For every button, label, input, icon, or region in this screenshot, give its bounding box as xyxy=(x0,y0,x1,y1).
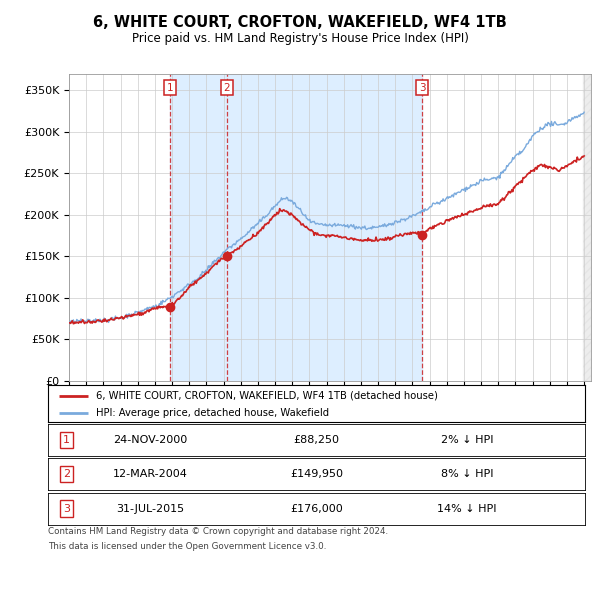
Text: 6, WHITE COURT, CROFTON, WAKEFIELD, WF4 1TB: 6, WHITE COURT, CROFTON, WAKEFIELD, WF4 … xyxy=(93,15,507,30)
Text: 12-MAR-2004: 12-MAR-2004 xyxy=(113,470,187,479)
Text: £176,000: £176,000 xyxy=(290,504,343,513)
Text: This data is licensed under the Open Government Licence v3.0.: This data is licensed under the Open Gov… xyxy=(48,542,326,551)
Text: Contains HM Land Registry data © Crown copyright and database right 2024.: Contains HM Land Registry data © Crown c… xyxy=(48,527,388,536)
Text: 6, WHITE COURT, CROFTON, WAKEFIELD, WF4 1TB (detached house): 6, WHITE COURT, CROFTON, WAKEFIELD, WF4 … xyxy=(97,391,438,401)
Text: 1: 1 xyxy=(167,83,173,93)
Text: 24-NOV-2000: 24-NOV-2000 xyxy=(113,435,187,445)
Text: 31-JUL-2015: 31-JUL-2015 xyxy=(116,504,184,513)
Text: 3: 3 xyxy=(63,504,70,513)
Text: Price paid vs. HM Land Registry's House Price Index (HPI): Price paid vs. HM Land Registry's House … xyxy=(131,32,469,45)
Text: 2: 2 xyxy=(224,83,230,93)
Text: £149,950: £149,950 xyxy=(290,470,343,479)
Bar xyxy=(170,74,227,381)
Bar xyxy=(227,74,422,381)
Bar xyxy=(583,74,591,381)
Text: HPI: Average price, detached house, Wakefield: HPI: Average price, detached house, Wake… xyxy=(97,408,329,418)
Text: £88,250: £88,250 xyxy=(293,435,340,445)
Text: 2: 2 xyxy=(63,470,70,479)
Text: 8% ↓ HPI: 8% ↓ HPI xyxy=(440,470,493,479)
Text: 14% ↓ HPI: 14% ↓ HPI xyxy=(437,504,497,513)
Text: 3: 3 xyxy=(419,83,425,93)
Text: 1: 1 xyxy=(63,435,70,445)
Text: 2% ↓ HPI: 2% ↓ HPI xyxy=(440,435,493,445)
